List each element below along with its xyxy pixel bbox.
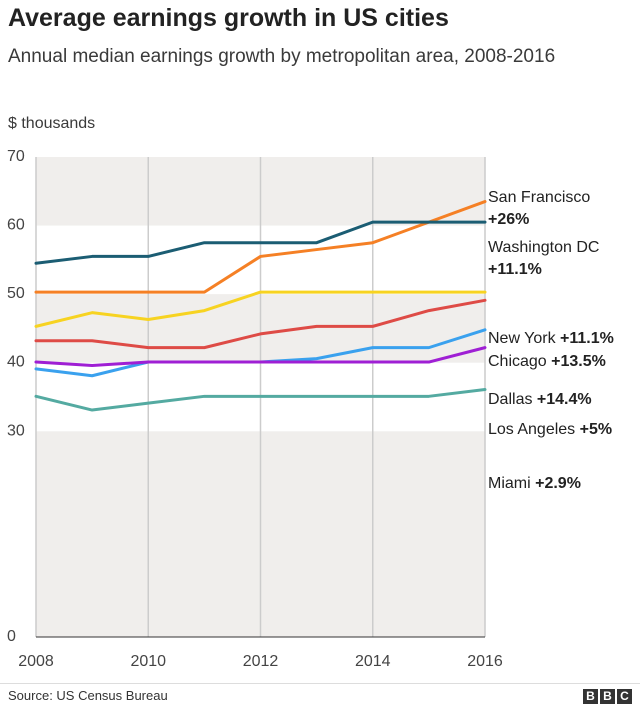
bbc-logo-letter-b1: B — [583, 689, 598, 704]
chart-title: Average earnings growth in US cities — [8, 4, 449, 32]
y-axis-unit-label: $ thousands — [8, 115, 96, 132]
series-label-change: +5% — [580, 421, 612, 438]
x-tick-label: 2014 — [355, 653, 391, 670]
y-tick-label: 60 — [7, 217, 25, 234]
y-tick-label: 50 — [7, 285, 25, 302]
series-label-name: Washington DC — [488, 239, 599, 256]
x-tick-label: 2012 — [243, 653, 279, 670]
series-label-change: +26% — [488, 211, 529, 228]
series-line — [34, 220, 487, 265]
source-note: Source: US Census Bureau — [8, 688, 168, 703]
series-line — [34, 298, 487, 350]
series-label: Los Angeles +5% — [488, 421, 612, 438]
chart-subtitle: Annual median earnings growth by metropo… — [8, 46, 556, 67]
bbc-logo-letter-b2: B — [600, 689, 615, 704]
series-label: San Francisco +26% — [488, 189, 590, 228]
series-line — [34, 290, 487, 328]
x-tick-label: 2016 — [467, 653, 503, 670]
series-label: Miami +2.9% — [488, 475, 581, 492]
series-label-name: Los Angeles — [488, 421, 580, 438]
x-tick-label: 2008 — [18, 653, 54, 670]
series-label-name: Miami — [488, 475, 535, 492]
y-tick-label: 70 — [7, 148, 25, 165]
series-label: New York +11.1% — [488, 330, 614, 347]
series-label-name: New York — [488, 330, 560, 347]
x-tick-label: 2010 — [130, 653, 166, 670]
series-line — [34, 200, 487, 294]
series-label: Chicago +13.5% — [488, 353, 606, 370]
bbc-logo: B B C — [583, 689, 632, 704]
series-label-name: Dallas — [488, 391, 537, 408]
y-tick-label: 30 — [7, 422, 25, 439]
series-label-change: +11.1% — [560, 330, 614, 347]
series-label-change: +11.1% — [488, 261, 542, 278]
bbc-logo-letter-c: C — [617, 689, 632, 704]
series-label-change: +14.4% — [537, 391, 592, 408]
line-chart: 0 30 40 50 60 70 2008 2010 2012 2014 2016 San Franc… — [7, 148, 614, 670]
y-tick-label: 40 — [7, 354, 25, 371]
footer-divider — [0, 683, 640, 684]
series-line — [34, 387, 487, 412]
series-label: Dallas +14.4% — [488, 391, 592, 408]
series-label: Washington DC +11.1% — [488, 239, 599, 278]
series-line — [34, 346, 487, 367]
series-label-change: +2.9% — [535, 475, 581, 492]
y-tick-label: 0 — [7, 628, 16, 645]
series-label-name: Chicago — [488, 353, 551, 370]
series-label-change: +13.5% — [551, 353, 606, 370]
series-label-name: San Francisco — [488, 189, 590, 206]
